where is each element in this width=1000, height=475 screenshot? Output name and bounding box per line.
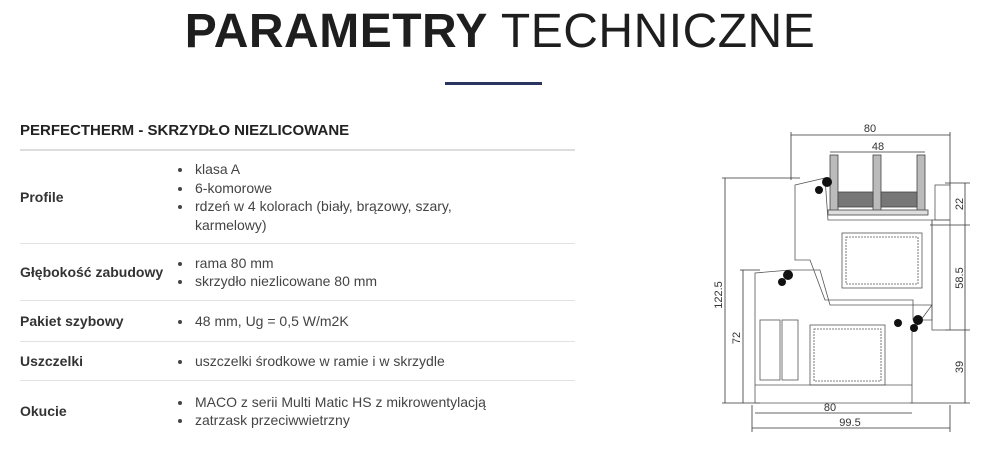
table-row: Pakiet szybowy 48 mm, Ug = 0,5 W/m2K xyxy=(20,301,575,342)
dim-top-width: 80 xyxy=(864,123,876,135)
list-item: rama 80 mm xyxy=(193,254,377,273)
dimension-lines xyxy=(722,132,970,432)
dim-total-height: 122.5 xyxy=(713,281,725,309)
spec-table: PERFECTHERM - SKRZYDŁO NIEZLICOWANE Prof… xyxy=(20,118,575,441)
dim-bottom-frame: 80 xyxy=(824,402,836,414)
table-row: Profile klasa A 6-komorowe rdzeń w 4 kol… xyxy=(20,151,575,244)
row-values: 48 mm, Ug = 0,5 W/m2K xyxy=(175,312,349,331)
list-item: MACO z serii Multi Matic HS z mikrowenty… xyxy=(193,393,486,412)
list-item: 6-komorowe xyxy=(193,179,515,198)
row-values: MACO z serii Multi Matic HS z mikrowenty… xyxy=(175,393,486,430)
dim-bottom-total: 99.5 xyxy=(839,417,860,429)
row-label: Głębokość zabudowy xyxy=(20,264,164,280)
dim-frame-height: 72 xyxy=(731,332,743,344)
list-item: uszczelki środkowe w ramie i w skrzydle xyxy=(193,352,445,371)
title-bold: PARAMETRY xyxy=(184,5,488,58)
gasket-icons xyxy=(778,177,923,332)
table-row: Głębokość zabudowy rama 80 mm skrzydło n… xyxy=(20,244,575,301)
dim-glass: 48 xyxy=(872,141,884,153)
row-label: Pakiet szybowy xyxy=(20,313,124,329)
title-light: TECHNICZNE xyxy=(500,5,816,58)
row-values: klasa A 6-komorowe rdzeń w 4 kolorach (b… xyxy=(175,160,515,234)
dim-right-mid: 58.5 xyxy=(954,267,966,288)
table-title: PERFECTHERM - SKRZYDŁO NIEZLICOWANE xyxy=(20,118,575,151)
row-label: Uszczelki xyxy=(20,353,84,369)
list-item: zatrzask przeciwwietrzny xyxy=(193,411,486,430)
row-label: Okucie xyxy=(20,403,67,419)
row-values: rama 80 mm skrzydło niezlicowane 80 mm xyxy=(175,254,377,291)
list-item: skrzydło niezlicowane 80 mm xyxy=(193,272,377,291)
dim-right-top: 22 xyxy=(954,198,966,210)
list-item: 48 mm, Ug = 0,5 W/m2K xyxy=(193,312,349,331)
list-item: rdzeń w 4 kolorach (biały, brązowy, szar… xyxy=(193,197,515,234)
dim-right-bottom: 39 xyxy=(954,361,966,373)
row-label: Profile xyxy=(20,189,64,205)
table-row: Okucie MACO z serii Multi Matic HS z mik… xyxy=(20,381,575,441)
glass-pane xyxy=(827,154,929,216)
list-item: klasa A xyxy=(193,160,515,179)
table-row: Uszczelki uszczelki środkowe w ramie i w… xyxy=(20,342,575,381)
page-title: PARAMETRY TECHNICZNE xyxy=(0,4,1000,59)
profile-cross-section-diagram: 80 48 122.5 72 22 58.5 39 80 99.5 xyxy=(713,123,970,432)
title-underline xyxy=(445,82,542,85)
frame-profile xyxy=(754,269,933,404)
row-values: uszczelki środkowe w ramie i w skrzydle xyxy=(175,352,445,371)
